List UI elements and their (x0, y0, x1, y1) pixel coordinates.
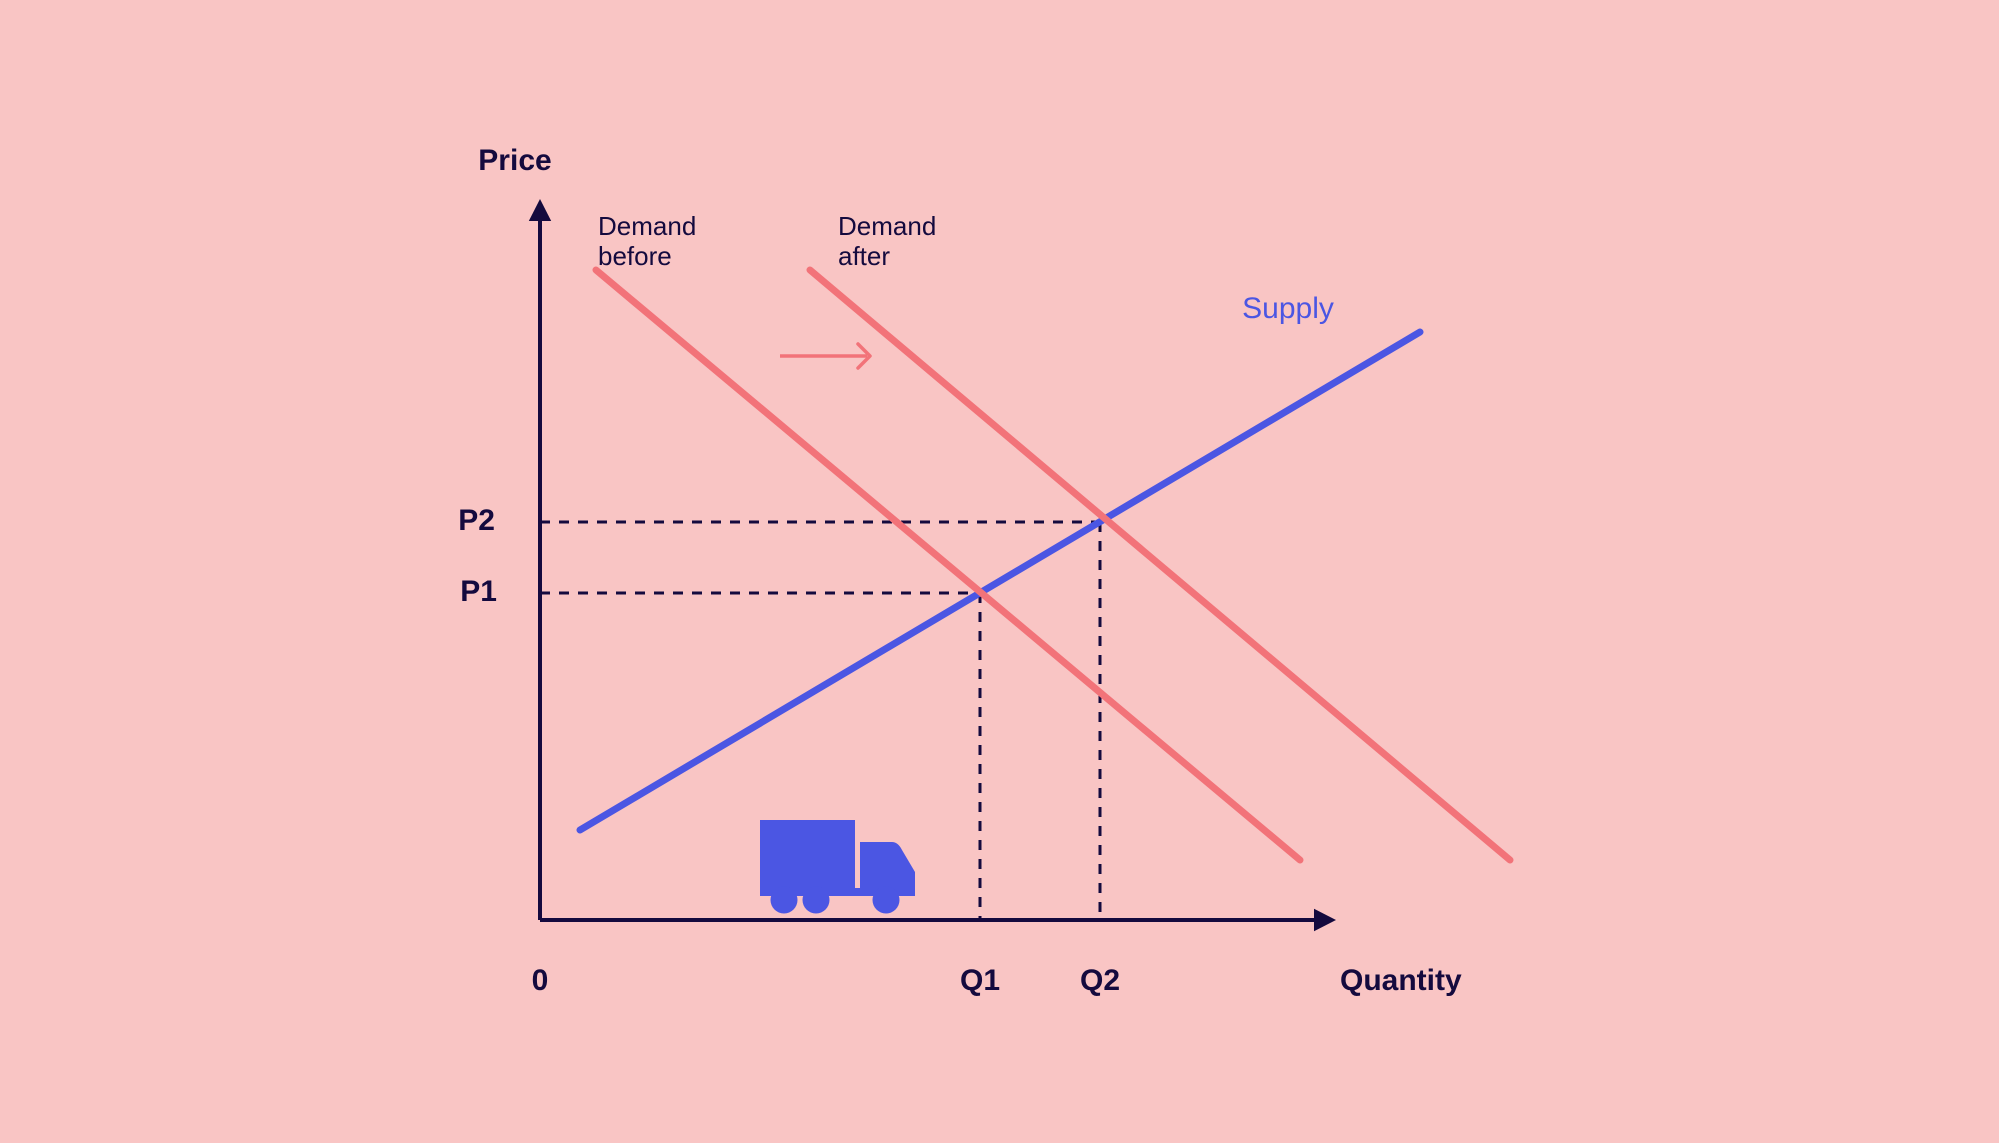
y-axis-label: Price (478, 144, 551, 177)
q1-tick-label: Q1 (960, 964, 1000, 997)
origin-label: 0 (532, 964, 549, 997)
supply-demand-chart: Price Quantity 0 Supply Demand before De… (0, 0, 1999, 1143)
x-axis-label: Quantity (1340, 964, 1462, 997)
supply-label: Supply (1242, 292, 1334, 325)
q2-tick-label: Q2 (1080, 964, 1120, 997)
p2-tick-label: P2 (458, 504, 495, 537)
p1-tick-label: P1 (460, 575, 497, 608)
